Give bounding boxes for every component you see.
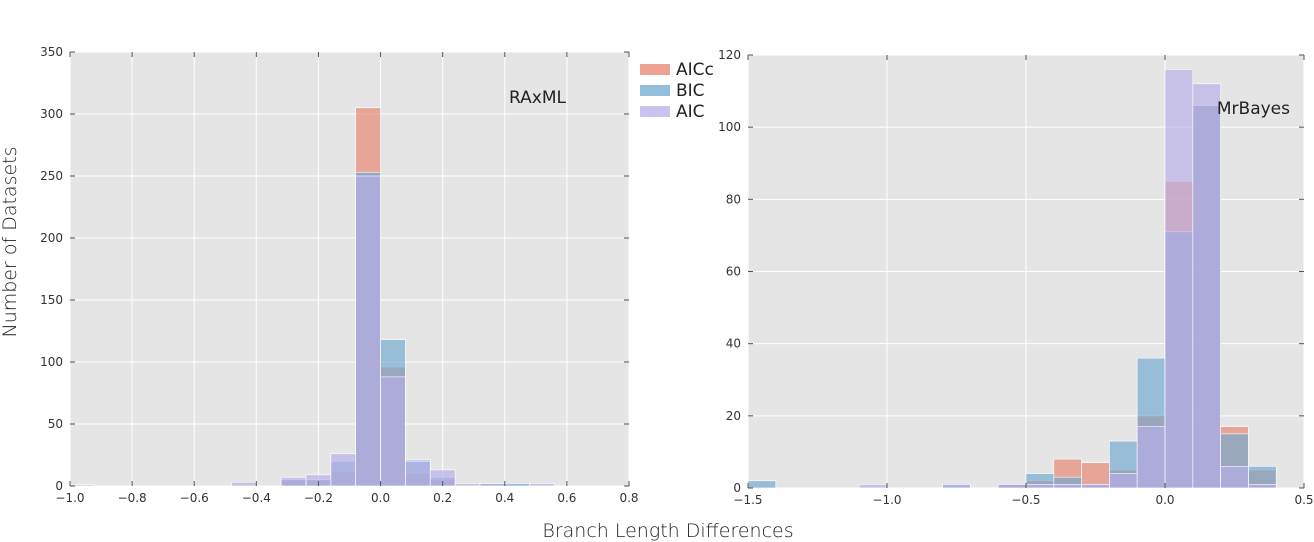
x-tick-label: −1.0 xyxy=(55,491,84,505)
histogram-bar-aic xyxy=(942,484,971,489)
histogram-bar-aic xyxy=(280,477,307,487)
x-tick-label: −0.5 xyxy=(1011,493,1040,507)
histogram-bar-aic xyxy=(529,483,555,487)
histogram-bar-aic xyxy=(1081,484,1110,489)
panel-label: MrBayes xyxy=(1217,99,1290,119)
x-axis-title: Branch Length Differences xyxy=(542,520,793,542)
x-tick-label: 0.6 xyxy=(557,491,576,505)
legend-swatch-bic xyxy=(640,85,670,96)
raxml-panel: −1.0 −0.8 −0.6 −0.4 −0.2 0.0 0.2 0.4 0.6 0.8 0 50 10… xyxy=(40,45,638,505)
y-tick-label: 100 xyxy=(718,120,741,134)
histogram-bar-aic xyxy=(1164,69,1194,489)
histogram-bar-aic xyxy=(1053,484,1082,489)
histogram-bar-aic xyxy=(405,460,431,487)
histogram-bar-bic xyxy=(504,483,530,487)
y-tick-label: 80 xyxy=(726,192,741,206)
x-tick-label: 0.0 xyxy=(1155,493,1174,507)
histogram-bar-aic xyxy=(330,453,357,487)
histogram-bar-aic xyxy=(380,376,406,487)
y-axis-title: Number of Datasets xyxy=(0,146,21,337)
y-tick-label: 50 xyxy=(48,417,63,431)
histogram-bar-bic xyxy=(747,480,777,489)
y-tick-label: 40 xyxy=(726,337,741,351)
mrbayes-panel: −1.5 −1.0 −0.5 0.0 0.5 0 20 40 60 80 100 120 MrBayes xyxy=(718,48,1313,507)
y-tick-label: 300 xyxy=(40,107,63,121)
x-tick-label: 0.8 xyxy=(619,491,638,505)
histogram-bar-aic xyxy=(997,484,1027,489)
legend-swatch-aic xyxy=(640,106,670,117)
histogram-bar-aic xyxy=(479,483,506,487)
legend-label-aicc: AICc xyxy=(676,60,714,80)
y-tick-label: 350 xyxy=(40,45,63,59)
y-tick-label: 200 xyxy=(40,231,63,245)
y-tick-label: 20 xyxy=(726,409,741,423)
legend-label-aic: AIC xyxy=(676,102,705,122)
plot-background xyxy=(70,52,629,486)
histogram-bar-aic xyxy=(454,483,481,487)
x-tick-label: 0.4 xyxy=(495,491,514,505)
x-tick-label: −1.0 xyxy=(872,493,901,507)
y-tick-label: 100 xyxy=(40,355,63,369)
histogram-bar-aic xyxy=(1248,484,1277,489)
x-tick-label: −1.5 xyxy=(733,493,762,507)
histogram-bar-aic xyxy=(1220,466,1249,489)
histogram-bar-aic xyxy=(1109,473,1138,489)
y-tick-label: 0 xyxy=(55,479,63,493)
histogram-bar-aic xyxy=(858,484,888,489)
y-tick-label: 60 xyxy=(726,265,741,279)
histogram-bar-aic xyxy=(231,481,257,487)
y-tick-label: 150 xyxy=(40,293,63,307)
histogram-bar-aic xyxy=(1192,83,1221,489)
x-tick-label: −0.6 xyxy=(180,491,209,505)
x-tick-label: 0.2 xyxy=(433,491,452,505)
histogram-bar-aic xyxy=(1025,484,1055,489)
x-tick-label: −0.8 xyxy=(118,491,147,505)
histogram-bar-aic xyxy=(1136,426,1166,489)
x-tick-label: −0.2 xyxy=(304,491,333,505)
histogram-bar-aicc xyxy=(1081,462,1110,489)
x-tick-label: −0.4 xyxy=(242,491,271,505)
panel-label: RAxML xyxy=(509,88,566,108)
legend-swatch-aicc xyxy=(640,64,670,75)
legend-label-bic: BIC xyxy=(676,81,705,101)
x-tick-label: 0.5 xyxy=(1294,493,1313,507)
y-tick-label: 250 xyxy=(40,169,63,183)
histogram-bar-aic xyxy=(355,175,381,487)
y-tick-label: 0 xyxy=(733,481,741,495)
y-tick-label: 120 xyxy=(718,48,741,62)
x-tick-label: 0.0 xyxy=(371,491,390,505)
